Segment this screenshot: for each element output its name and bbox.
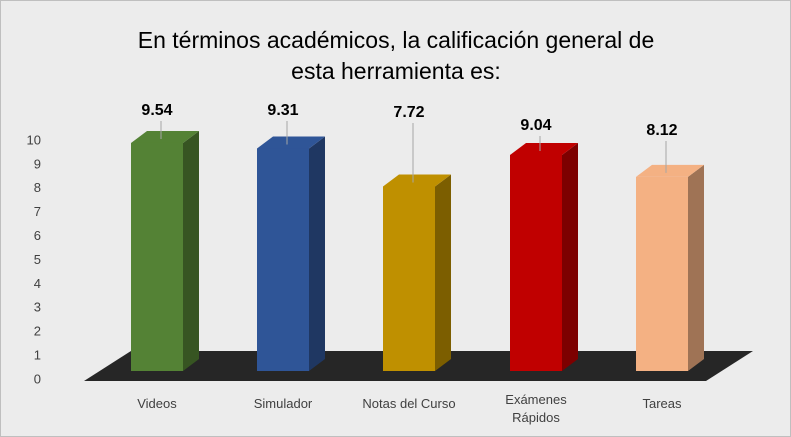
x-tick-label: Tareas [642,396,682,411]
bar-top [510,142,578,155]
y-tick-label: 0 [34,371,41,386]
bar [131,142,183,371]
bar-side [435,174,451,371]
x-tick-label: Notas del Curso [362,396,456,411]
y-tick-label: 9 [34,156,41,171]
y-tick-label: 6 [34,228,41,243]
data-label: 8.12 [646,122,677,139]
y-tick-label: 2 [34,324,41,339]
chart-title: En términos académicos, la calificación … [137,27,655,84]
y-tick-label: 8 [34,180,41,195]
bar-top [383,174,451,187]
y-tick-label: 4 [34,276,41,291]
data-label: 9.54 [141,102,172,119]
y-tick-label: 3 [34,300,41,315]
data-label: 9.31 [267,102,298,119]
bar [636,176,688,371]
bar [257,148,309,371]
x-tick-label: Simulador [253,396,313,411]
y-tick-label: 7 [34,204,41,219]
bar-side [309,136,325,371]
y-tick-label: 1 [34,348,41,363]
bar-side [688,164,704,371]
bar [510,154,562,371]
bar-top [636,164,704,177]
x-tick-label: Videos [137,396,177,411]
bar-side [562,142,578,371]
bar-side [183,130,199,371]
data-label: 7.72 [393,104,424,121]
data-label: 9.04 [520,117,551,134]
bar-top [257,136,325,149]
bar [383,186,435,371]
bar-top [131,130,199,143]
y-tick-label: 5 [34,252,41,267]
x-tick-label: Exámenes Rápidos [505,392,567,425]
y-tick-label: 10 [27,132,41,147]
